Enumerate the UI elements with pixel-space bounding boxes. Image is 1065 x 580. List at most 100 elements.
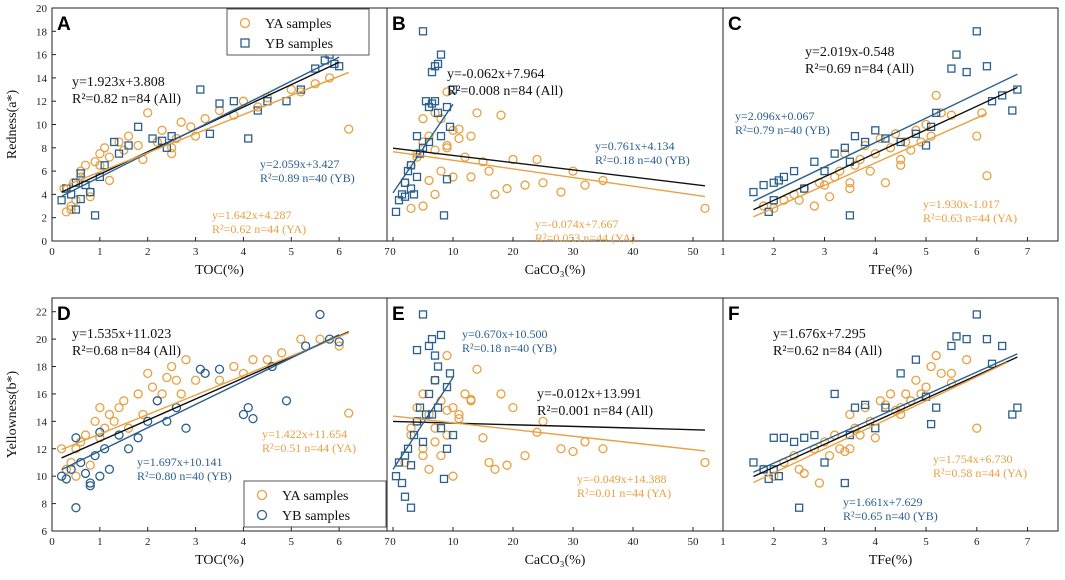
yb-point [406, 503, 416, 512]
ya-point [921, 382, 931, 392]
ya-point [946, 110, 957, 120]
yb-point [80, 468, 91, 479]
fit-r2-yb: R²=0.80 n=40 (YB) [137, 469, 232, 483]
ya-point [794, 464, 804, 474]
yb-point [162, 143, 172, 152]
ya-point [430, 145, 440, 155]
yb-point [85, 478, 95, 488]
ya-point [99, 143, 110, 153]
x-tick-label: 7 [1025, 536, 1031, 548]
x-tick-label: 7 [384, 246, 390, 258]
yb-point [400, 178, 410, 187]
ya-point [901, 137, 911, 147]
x-tick-label: 30 [568, 536, 580, 548]
x-tick-label: 0 [49, 246, 55, 258]
yb-point [445, 369, 455, 378]
yb-point [998, 341, 1007, 351]
yb-point [71, 433, 81, 443]
ya-point [171, 375, 182, 385]
ya-point [430, 375, 440, 385]
yb-point [409, 430, 419, 440]
ya-point [71, 444, 81, 454]
yb-point [972, 27, 981, 36]
y-tick-label: 20 [36, 334, 48, 346]
fit-r2-all: R²=0.62 n=84 (All) [773, 344, 882, 359]
ya-point [95, 160, 105, 170]
ya-point [580, 437, 590, 447]
legend: YA samples YB samples [226, 8, 370, 56]
yb-point [1008, 410, 1017, 419]
yb-point [850, 131, 860, 141]
yb-point [932, 108, 941, 117]
legend-marker-square [240, 38, 250, 48]
ya-point [538, 178, 548, 188]
fit-equation-ya: y=-0.074x+7.667 [535, 217, 619, 231]
x-tick-label: 5 [923, 246, 929, 258]
yb-point [243, 402, 253, 413]
ya-point [921, 119, 931, 130]
fit-r2-yb: R²=0.79 n=40 (YB) [735, 123, 830, 137]
yb-point [229, 97, 239, 106]
fit-equation-ya: y=1.642x+4.287 [212, 208, 292, 222]
y-tick-label: 14 [36, 73, 48, 85]
x-axis-label: TFe(%) [869, 553, 913, 568]
yb-point [90, 211, 100, 220]
yb-point [162, 416, 172, 427]
legend-label: YA samples [265, 17, 332, 32]
yb-point [436, 50, 446, 59]
ya-point [758, 201, 769, 211]
fit-r2-ya: R²=0.58 n=44 (YA) [933, 466, 1027, 480]
fit-equation-ya: y=1.422x+11.654 [262, 427, 347, 441]
fit-equation-yb: y=0.761x+4.134 [595, 139, 675, 153]
ya-point [598, 175, 608, 186]
ya-point [123, 423, 134, 433]
ya-point [845, 183, 855, 194]
panel-d: D0 1 2 3 4 5 6 76810121416182022TOC(%)Yellownes… [5, 297, 390, 568]
yb-point [85, 481, 95, 491]
ya-point [104, 152, 115, 162]
yb-point [99, 444, 110, 454]
ya-point [824, 450, 835, 461]
x-tick-label: 1 [97, 246, 103, 258]
fit-r2-all: R²=0.69 n=84 (All) [805, 62, 914, 77]
yb-point [400, 492, 410, 501]
yb-point [330, 59, 339, 69]
ya-point [71, 471, 81, 481]
ya-point [520, 450, 530, 461]
x-tick-label: 40 [628, 246, 640, 258]
fit-line-yb [392, 103, 454, 194]
ya-point [926, 361, 936, 372]
legend-box [243, 480, 387, 528]
ya-point [442, 430, 452, 440]
yb-point [952, 50, 961, 59]
x-tick-label: 0 [390, 246, 396, 258]
fit-r2-ya: R²=0.63 n=44 (YA) [923, 211, 1017, 225]
fit-equation-yb: y=1.697x+10.141 [137, 455, 223, 469]
yb-point [57, 196, 66, 205]
ya-point [171, 133, 182, 144]
ya-point [448, 172, 458, 182]
panel-letter: F [728, 304, 740, 325]
ya-point [906, 145, 916, 155]
ya-point [424, 464, 434, 474]
y-tick-label: 8 [42, 143, 48, 155]
yb-point [871, 126, 880, 135]
ya-point [85, 192, 95, 202]
ya-point [176, 389, 186, 399]
ya-point [442, 405, 452, 416]
ya-point [214, 105, 225, 116]
fit-line-yb [753, 353, 1018, 473]
ya-point [229, 361, 239, 372]
yb-point [1013, 403, 1022, 412]
yb-point [418, 437, 428, 447]
yb-point [215, 99, 224, 108]
y-tick-label: 22 [36, 307, 47, 319]
fit-r2-yb: R²=0.65 n=40 (YB) [843, 509, 938, 523]
fit-line-all [392, 147, 706, 187]
x-tick-label: 5 [289, 246, 295, 258]
yb-point [800, 433, 809, 442]
ya-point [911, 375, 921, 385]
ya-point [442, 140, 452, 151]
yb-point [244, 134, 253, 143]
yb-point [845, 211, 855, 220]
